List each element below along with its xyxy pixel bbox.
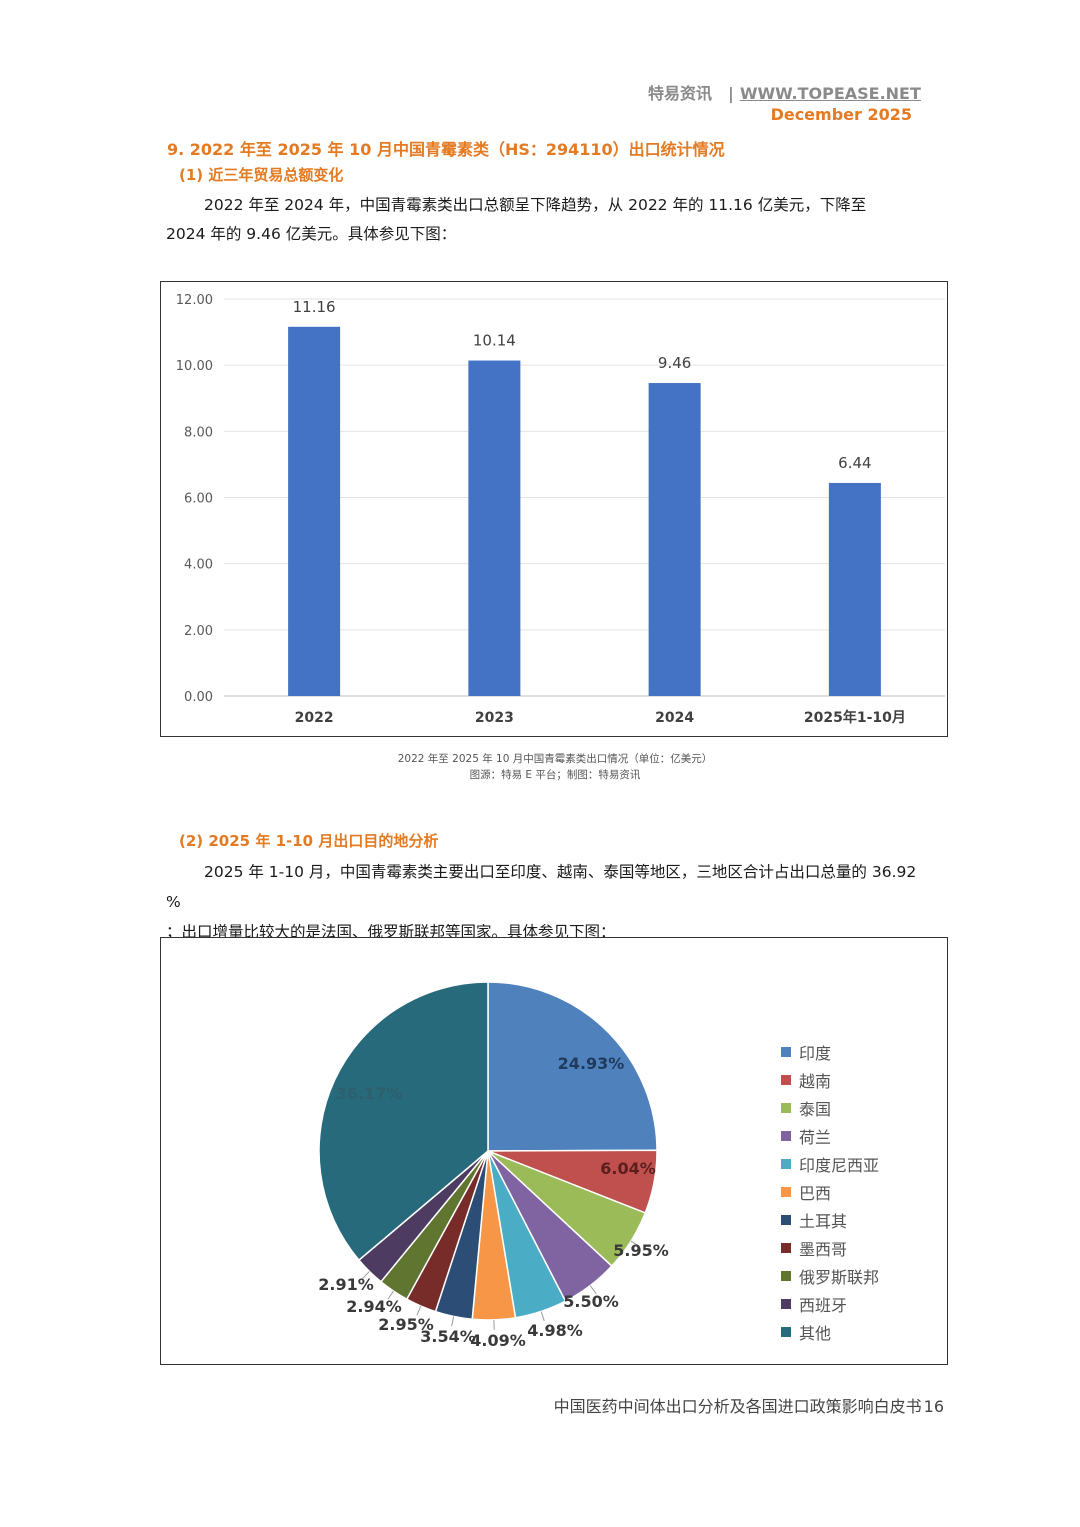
pie-value-label: 6.04%	[600, 1159, 656, 1178]
pie-value-label: 5.50%	[563, 1292, 619, 1311]
bar-chart-frame: 0.00 2.00 4.00 6.00 8.00 10.00 12.00 11.16 2022 1…	[160, 281, 948, 737]
legend-item: 巴西	[781, 1178, 879, 1206]
legend-swatch	[781, 1271, 791, 1281]
legend-item: 其他	[781, 1318, 879, 1346]
y-tick-label: 2.00	[184, 624, 213, 639]
pie-chart: 24.93% 6.04% 5.95% 5.50% 4.98%4.09%3.54%2.95…	[318, 981, 669, 1350]
bar-value-label: 11.16	[293, 298, 336, 316]
legend-label: 墨西哥	[799, 1240, 848, 1259]
legend-label: 俄罗斯联邦	[799, 1268, 880, 1287]
bar	[648, 383, 701, 696]
legend-swatch	[781, 1299, 791, 1309]
bar-chart-caption: 2022 年至 2025 年 10 月中国青霉素类出口情况（单位：亿美元） 图源…	[160, 751, 950, 783]
legend-label: 土耳其	[799, 1212, 848, 1231]
paragraph-2: 2025 年 1-10 月，中国青霉素类主要出口至印度、越南、泰国等地区，三地区…	[166, 857, 926, 947]
legend-label: 印度尼西亚	[799, 1156, 880, 1175]
legend-swatch	[781, 1327, 791, 1337]
pie-value-label: 2.94%	[346, 1297, 402, 1316]
bar-caption-title: 2022 年至 2025 年 10 月中国青霉素类出口情况（单位：亿美元）	[397, 753, 713, 765]
legend-swatch	[781, 1131, 791, 1141]
bar-value-label: 10.14	[473, 332, 516, 350]
y-tick-label: 12.00	[176, 293, 213, 308]
pie-leader-line	[589, 1285, 597, 1294]
legend-swatch	[781, 1103, 791, 1113]
legend-swatch	[781, 1047, 791, 1057]
pie-chart-frame: 24.93% 6.04% 5.95% 5.50% 4.98% 4.09% 3.54% 2.95…	[160, 937, 948, 1365]
header-brand: 特易资讯 | WWW.TOPEASE.NET	[648, 80, 921, 104]
pie-value-label: 2.91%	[318, 1275, 374, 1294]
bar-value-label: 9.46	[658, 354, 691, 372]
y-tick-label: 0.00	[184, 690, 213, 705]
x-category-label: 2023	[475, 710, 514, 726]
y-tick-label: 8.00	[184, 425, 213, 440]
bar	[468, 360, 521, 696]
subsection-title-2: (2) 2025 年 1-10 月出口目的地分析	[179, 832, 439, 850]
subsection-title-1: (1) 近三年贸易总额变化	[179, 166, 344, 184]
legend-item: 泰国	[781, 1094, 879, 1122]
pie-slice	[487, 981, 658, 1152]
legend-item: 荷兰	[781, 1122, 879, 1150]
legend-swatch	[781, 1215, 791, 1225]
legend-item: 墨西哥	[781, 1234, 879, 1262]
pie-value-label: 24.93%	[558, 1054, 625, 1073]
legend-label: 荷兰	[799, 1128, 832, 1147]
y-tick-label: 4.00	[184, 558, 213, 573]
legend-label: 印度	[799, 1044, 832, 1063]
pie-value-label: 2.95%	[378, 1315, 434, 1334]
website-link[interactable]: WWW.TOPEASE.NET	[739, 84, 921, 103]
pie-value-label: 3.54%	[420, 1327, 476, 1346]
bar-value-label: 6.44	[838, 454, 871, 472]
x-category-label: 2025年1-10月	[804, 709, 906, 726]
header-date: December 2025	[770, 105, 912, 124]
legend-label: 泰国	[799, 1100, 832, 1119]
pie-leader-line	[630, 1240, 640, 1247]
bar-chart: 0.00 2.00 4.00 6.00 8.00 10.00 12.00 11.16 2022 1…	[176, 293, 945, 726]
footer-title: 中国医药中间体出口分析及各国进口政策影响白皮书	[553, 1397, 922, 1416]
legend-label: 巴西	[799, 1184, 832, 1203]
paragraph-1: 2022 年至 2024 年，中国青霉素类出口总额呈下降趋势，从 2022 年的…	[166, 191, 916, 249]
legend-swatch	[781, 1243, 791, 1253]
y-tick-label: 10.00	[176, 359, 213, 374]
header-separator: |	[728, 84, 734, 103]
pie-leader-line	[387, 1290, 394, 1300]
legend-item: 土耳其	[781, 1206, 879, 1234]
legend-item: 印度	[781, 1038, 879, 1066]
brand-name: 特易资讯	[648, 84, 713, 103]
paragraph-2-line-2: ；出口增量比较大的是法国、俄罗斯联邦等国家。具体参见下图：	[166, 923, 616, 941]
bar-caption-source: 图源：特易 E 平台；制图：特易资讯	[469, 769, 641, 781]
x-category-label: 2022	[295, 710, 334, 726]
page-number: 16	[923, 1397, 944, 1416]
bar	[828, 482, 881, 696]
bar	[288, 326, 341, 696]
legend-item: 印度尼西亚	[781, 1150, 879, 1178]
footer: 中国医药中间体出口分析及各国进口政策影响白皮书 16	[554, 1393, 944, 1417]
legend-label: 其他	[799, 1324, 832, 1343]
legend-item: 俄罗斯联邦	[781, 1262, 879, 1290]
legend-item: 越南	[781, 1066, 879, 1094]
pie-value-label: 5.95%	[613, 1241, 669, 1260]
pie-value-label: 36.17%	[336, 1084, 403, 1103]
paragraph-1-line-2: 2024 年的 9.46 亿美元。具体参见下图：	[166, 225, 457, 243]
pie-leader-line	[362, 1271, 370, 1279]
pie-value-label: 4.09%	[470, 1331, 526, 1350]
pie-leader-line	[416, 1305, 422, 1316]
legend-swatch	[781, 1187, 791, 1197]
pie-leader-line	[540, 1311, 545, 1322]
legend-label: 西班牙	[799, 1296, 848, 1315]
legend-swatch	[781, 1159, 791, 1169]
legend-item: 西班牙	[781, 1290, 879, 1318]
paragraph-2-line-1: 2025 年 1-10 月，中国青霉素类主要出口至印度、越南、泰国等地区，三地区…	[166, 863, 917, 911]
pie-leader-line	[451, 1316, 455, 1327]
pie-slice	[318, 981, 489, 1262]
pie-value-label: 4.98%	[527, 1321, 583, 1340]
y-tick-label: 6.00	[184, 492, 213, 507]
paragraph-1-line-1: 2022 年至 2024 年，中国青霉素类出口总额呈下降趋势，从 2022 年的…	[204, 196, 867, 214]
x-category-label: 2024	[655, 710, 694, 726]
legend-label: 越南	[799, 1072, 832, 1091]
section-title: 9. 2022 年至 2025 年 10 月中国青霉素类（HS：294110）出…	[167, 140, 725, 159]
legend-swatch	[781, 1075, 791, 1085]
pie-legend: 印度越南泰国荷兰印度尼西亚巴西土耳其墨西哥俄罗斯联邦西班牙其他	[781, 1038, 879, 1346]
